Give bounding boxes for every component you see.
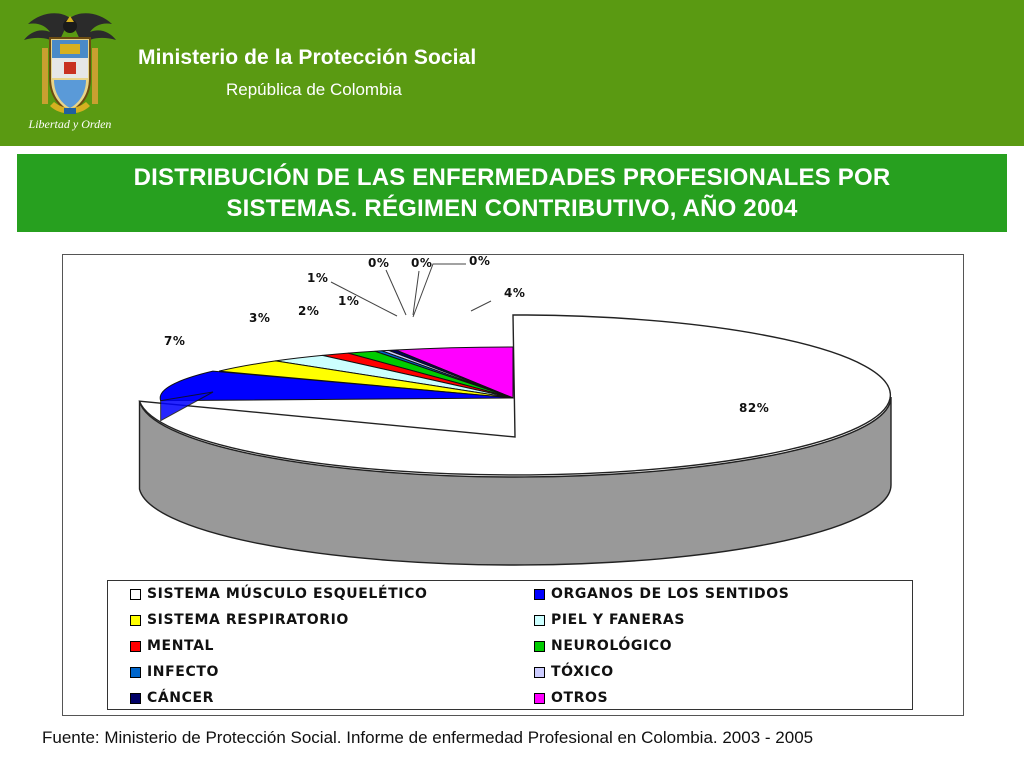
pie-chart: 82% 4% 0% 0% 0% 1% 1% 2% 3% 7% <box>138 255 892 566</box>
slice-side-sistema-musculo-esqueletico <box>138 396 892 566</box>
data-label-organos-de-los-sentidos: 7% <box>164 334 185 348</box>
legend-label-cancer: CÁNCER <box>147 690 215 706</box>
legend-item-toxico: TÓXICO <box>534 662 614 682</box>
legend-label-sistema-musculo-esqueletico: SISTEMA MÚSCULO ESQUELÉTICO <box>147 586 428 602</box>
legend-swatch-piel-y-faneras <box>534 614 545 626</box>
legend-label-otros: OTROS <box>551 690 609 706</box>
republic-name: República de Colombia <box>226 80 402 99</box>
title-bar: DISTRIBUCIÓN DE LAS ENFERMEDADES PROFESI… <box>17 154 1007 232</box>
slice-organos-de-los-sentidos <box>159 370 514 402</box>
chart-frame: 82% 4% 0% 0% 0% 1% 1% 2% 3% 7% SISTEMA MÚSCULO ES… <box>62 254 964 716</box>
legend-label-mental: MENTAL <box>147 638 215 654</box>
slice-sistema-respiratorio <box>218 360 514 399</box>
data-label-infecto: 0% <box>368 256 389 270</box>
data-label-neurologico: 1% <box>307 271 328 285</box>
leader-line-otros <box>470 300 492 312</box>
legend-label-toxico: TÓXICO <box>551 664 614 680</box>
legend-item-otros: OTROS <box>534 688 608 708</box>
legend-swatch-cancer <box>130 692 141 704</box>
legend-swatch-sistema-respiratorio <box>130 614 141 626</box>
leader-line-toxico <box>412 270 420 316</box>
legend-item-neurologico: NEUROLÓGICO <box>534 636 672 656</box>
legend-label-organos-de-los-sentidos: ORGANOS DE LOS SENTIDOS <box>551 586 790 602</box>
legend-item-cancer: CÁNCER <box>130 688 214 708</box>
legend-swatch-neurologico <box>534 640 545 652</box>
data-label-toxico: 0% <box>411 256 432 270</box>
legend-label-piel-y-faneras: PIEL Y FANERAS <box>551 612 686 628</box>
chart-legend: SISTEMA MÚSCULO ESQUELÉTICO ORGANOS DE LO… <box>107 580 913 710</box>
legend-swatch-organos-de-los-sentidos <box>534 588 545 600</box>
legend-item-sistema-respiratorio: SISTEMA RESPIRATORIO <box>130 610 349 630</box>
leader-line-infecto <box>385 269 407 316</box>
data-label-sistema-musculo-esqueletico: 82% <box>739 401 769 415</box>
legend-item-sistema-musculo-esqueletico: SISTEMA MÚSCULO ESQUELÉTICO <box>130 584 427 604</box>
data-label-piel-y-faneras: 2% <box>298 304 319 318</box>
legend-swatch-sistema-musculo-esqueletico <box>130 588 141 600</box>
legend-label-neurologico: NEUROLÓGICO <box>551 638 673 654</box>
ministry-name: Ministerio de la Protección Social <box>138 46 477 69</box>
legend-swatch-mental <box>130 640 141 652</box>
data-label-cancer: 0% <box>469 255 490 268</box>
data-label-sistema-respiratorio: 3% <box>249 311 270 325</box>
source-note: Fuente: Ministerio de Protección Social.… <box>42 728 814 747</box>
legend-item-infecto: INFECTO <box>130 662 219 682</box>
legend-item-organos-de-los-sentidos: ORGANOS DE LOS SENTIDOS <box>534 584 789 604</box>
data-label-mental: 1% <box>338 294 359 308</box>
colombia-coat-of-arms-icon <box>24 13 116 114</box>
header-banner: Libertad y Orden Ministerio de la Protec… <box>0 0 1024 146</box>
slice-sistema-musculo-esqueletico <box>138 314 892 476</box>
legend-swatch-infecto <box>130 666 141 678</box>
legend-swatch-otros <box>534 692 545 704</box>
legend-label-infecto: INFECTO <box>147 664 219 680</box>
chart-title-line-2: SISTEMAS. RÉGIMEN CONTRIBUTIVO, AÑO 2004 <box>226 195 798 222</box>
motto-text: Libertad y Orden <box>28 117 112 131</box>
legend-item-mental: MENTAL <box>130 636 214 656</box>
slice-side-organos-de-los-sentidos <box>160 391 214 422</box>
chart-title: DISTRIBUCIÓN DE LAS ENFERMEDADES PROFESI… <box>32 162 992 224</box>
legend-swatch-toxico <box>534 666 545 678</box>
leader-line-cancer <box>412 263 466 318</box>
leader-line-neurologico <box>330 281 398 317</box>
legend-item-piel-y-faneras: PIEL Y FANERAS <box>534 610 685 630</box>
chart-title-line-1: DISTRIBUCIÓN DE LAS ENFERMEDADES PROFESI… <box>133 164 891 191</box>
legend-label-sistema-respiratorio: SISTEMA RESPIRATORIO <box>147 612 349 628</box>
data-label-otros: 4% <box>504 286 525 300</box>
